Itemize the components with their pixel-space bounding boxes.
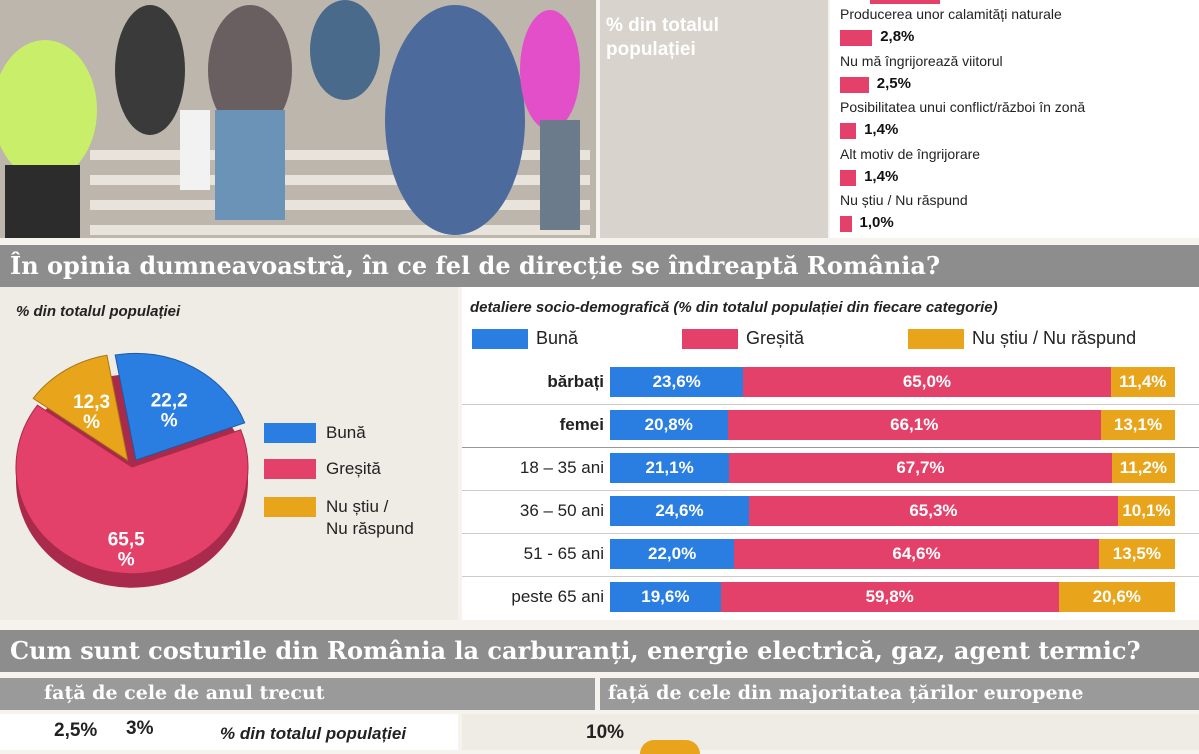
legend-swatch <box>264 459 316 479</box>
bar-segment-gresita: 64,6% <box>734 539 1099 569</box>
bar-category-label: bărbați <box>547 372 604 391</box>
bar-legend-swatch <box>472 329 528 349</box>
reason-value: 2,8% <box>880 28 915 45</box>
pie-slice-gresita <box>15 404 249 575</box>
reason-bar <box>840 123 857 139</box>
bar-segment-buna: 20,8% <box>610 410 728 440</box>
left-cost-panel: 2,5% 3% % din totalul populației <box>0 714 458 750</box>
street-photo <box>0 0 596 238</box>
bar-legend-label: Nu știu / Nu răspund <box>972 328 1137 348</box>
bar-legend-swatch <box>908 329 964 349</box>
bar-segment-gresita: 65,0% <box>743 367 1111 397</box>
bar-category-label: 51 - 65 ani <box>523 544 604 563</box>
right-value: 10% <box>586 722 625 743</box>
row-separator <box>462 576 1199 577</box>
bar-legend-swatch <box>682 329 738 349</box>
bar-segment-buna: 22,0% <box>610 539 735 569</box>
legend-swatch <box>264 423 316 443</box>
pie-value-label: % <box>161 410 178 431</box>
pie-chart: 22,2%65,5%12,3% <box>15 352 249 588</box>
reason-value: 1,4% <box>864 167 899 185</box>
right-subtitle: față de cele din majoritatea țărilor eur… <box>608 682 1084 704</box>
pie-panel: % din totalul populației 22,2% 65,5% 12,3%… <box>0 287 458 620</box>
reason-label: Producerea unor calamități naturale <box>840 6 1062 22</box>
pie-value-label: 22,2 <box>151 390 188 411</box>
pie-value-label: % <box>83 412 100 433</box>
pie-subtitle: % din totalul populației <box>16 303 181 320</box>
reasons-list: Producerea unor calamități naturale 2,8% N… <box>830 0 1199 238</box>
bar-segment-buna: 24,6% <box>610 496 749 526</box>
reason-bar <box>840 30 873 46</box>
left-sub-band: față de cele de anul trecut <box>0 678 595 710</box>
top-side-label: % din totalul populației <box>606 15 719 60</box>
reason-bar <box>840 169 857 186</box>
reason-label: Alt motiv de îngrijorare <box>840 145 981 162</box>
bar-segment-gresita: 67,7% <box>729 453 1112 483</box>
left-pct-label: % din totalul populației <box>220 724 407 743</box>
row-separator <box>462 447 1199 448</box>
pie-value-label: 12,3 <box>73 392 110 413</box>
pie-value-label: 65,5 <box>108 529 145 550</box>
pedestrians-illustration <box>0 0 596 238</box>
cut-off-bar <box>870 0 940 4</box>
top-side-label-panel: % din totalul populației <box>600 0 828 238</box>
pie-slice-nu-stiu <box>32 354 129 462</box>
bar-segment-buna: 19,6% <box>610 582 721 612</box>
bar-segment-gresita: 66,1% <box>727 410 1101 440</box>
partial-pie <box>640 740 700 754</box>
row-separator <box>462 533 1199 534</box>
bar-segment-nu-stiu: 11,2% <box>1111 453 1175 483</box>
bar-segment-gresita: 65,3% <box>748 496 1118 526</box>
bars-subtitle: detaliere socio-demografică (% din total… <box>470 299 998 316</box>
bar-segment-nu-stiu: 13,1% <box>1100 410 1175 440</box>
reason-label: Posibilitatea unui conflict/război în zo… <box>840 99 1086 115</box>
reason-value: 1,0% <box>859 214 894 231</box>
reason-value: 1,4% <box>864 121 899 138</box>
bar-segment-nu-stiu: 10,1% <box>1117 496 1175 526</box>
reason-value: 2,5% <box>876 74 911 92</box>
left-value-2: 3% <box>126 718 154 739</box>
left-subtitle: față de cele de anul trecut <box>44 682 325 704</box>
reason-bar <box>840 76 869 93</box>
bar-segment-nu-stiu: 20,6% <box>1058 582 1175 612</box>
bar-legend-label: Greșită <box>746 328 805 348</box>
bar-segment-buna: 23,6% <box>610 367 744 397</box>
reason-bar <box>840 216 852 232</box>
row-separator <box>462 404 1199 405</box>
legend-swatch <box>264 497 316 517</box>
bar-segment-nu-stiu: 13,5% <box>1098 539 1175 569</box>
bar-category-label: 18 – 35 ani <box>519 458 604 477</box>
bar-segment-buna: 21,1% <box>610 453 730 483</box>
pie-value-label: % <box>118 549 135 570</box>
right-sub-band: față de cele din majoritatea țărilor eur… <box>600 678 1199 710</box>
direction-question: În opinia dumneavoastră, în ce fel de di… <box>0 245 1199 287</box>
costs-question: Cum sunt costurile din România la carbur… <box>0 630 1199 672</box>
bar-category-label: peste 65 ani <box>511 587 604 606</box>
bar-category-label: femei <box>559 415 604 434</box>
bar-segment-gresita: 59,8% <box>720 582 1059 612</box>
bar-panel: detaliere socio-demografică (% din total… <box>462 287 1199 620</box>
left-value-1: 2,5% <box>54 720 98 741</box>
bar-category-label: 36 – 50 ani <box>519 501 604 520</box>
right-cost-panel: 10% <box>462 714 1199 754</box>
bar-legend-label: Bună <box>536 328 579 348</box>
legend-label: Greșită <box>326 459 381 478</box>
legend-label: Nu știu / Nu răspund <box>326 497 414 538</box>
row-separator <box>462 490 1199 491</box>
reason-label: Nu știu / Nu răspund <box>840 192 968 208</box>
pie-slice-buna <box>114 352 246 461</box>
bar-segment-nu-stiu: 11,4% <box>1110 367 1175 397</box>
reason-label: Nu mă îngrijorează viitorul <box>840 52 1003 69</box>
legend-label: Bună <box>326 423 366 442</box>
